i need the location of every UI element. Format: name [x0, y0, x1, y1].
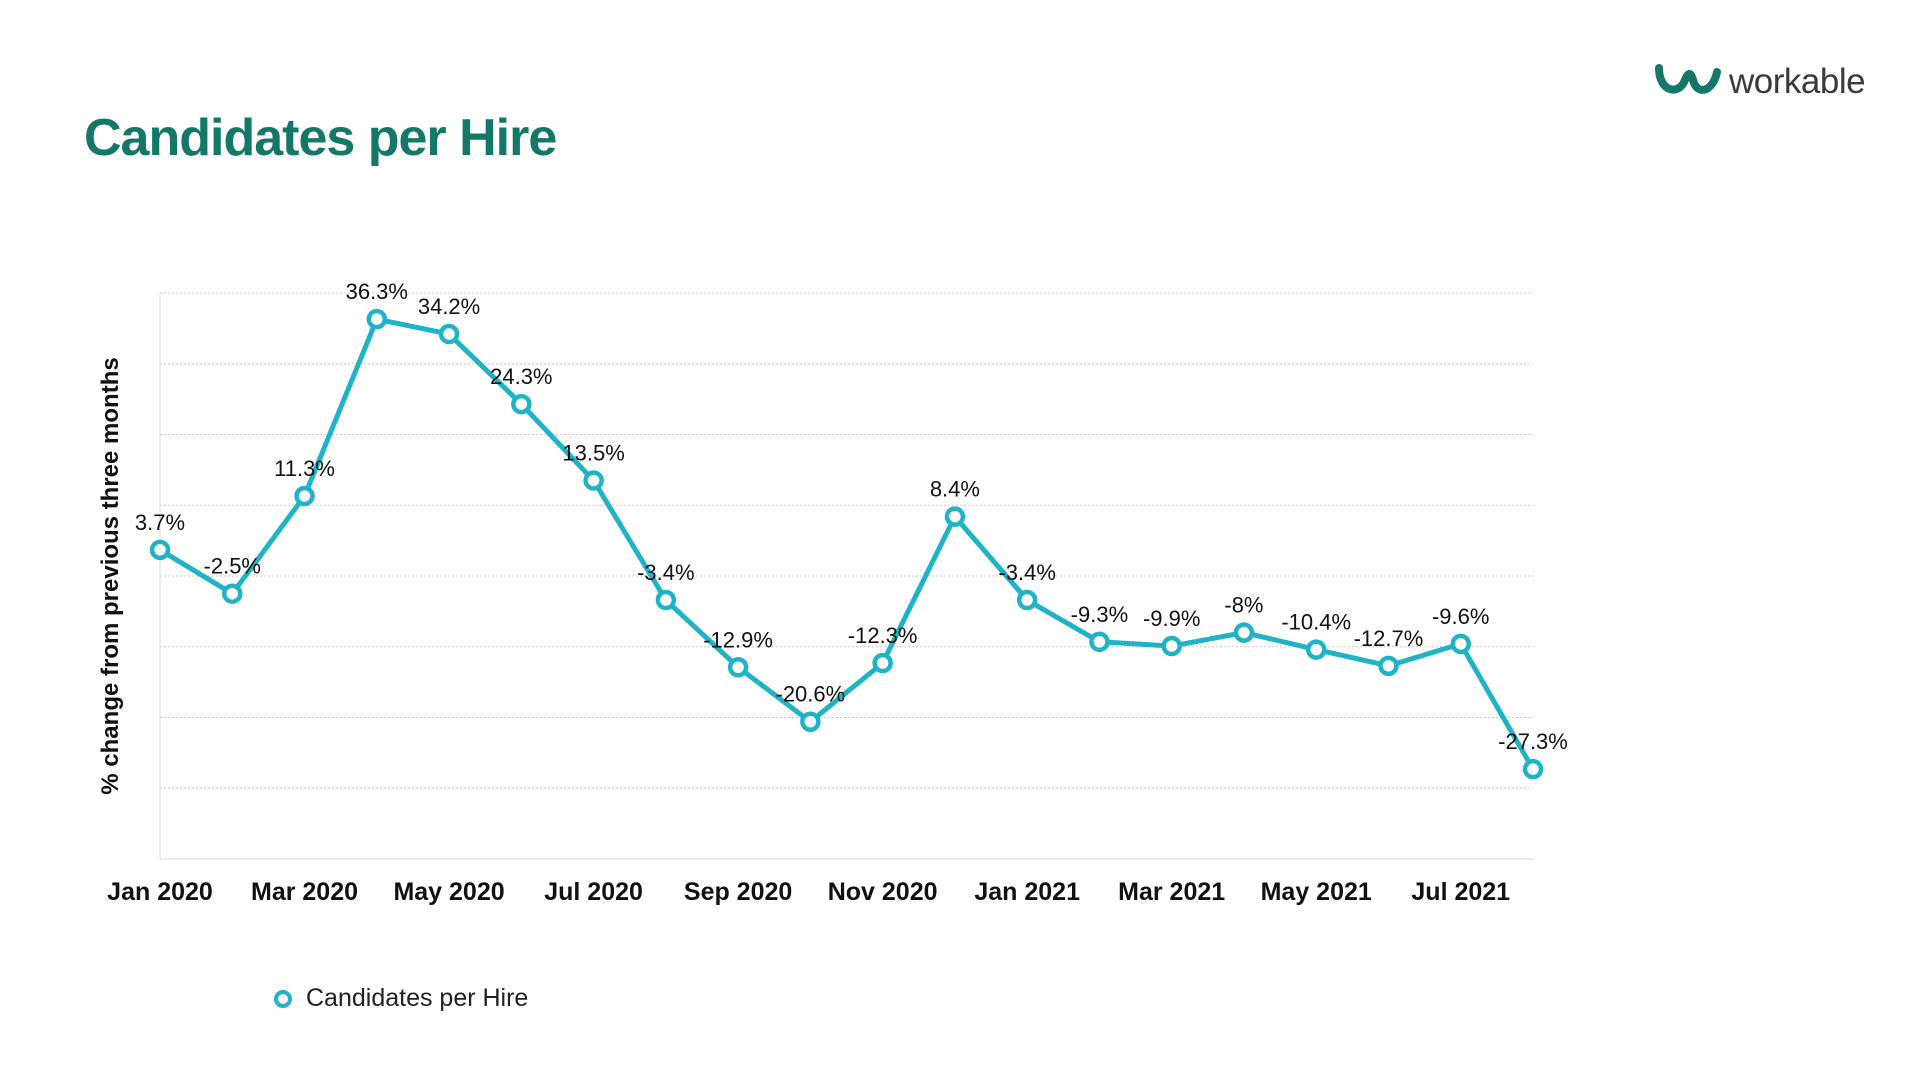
data-labels: 3.7%-2.5%11.3%36.3%34.2%24.3%13.5%-3.4%-… — [135, 279, 1568, 754]
data-label: -8% — [1224, 593, 1263, 618]
data-label: -9.6% — [1432, 604, 1489, 629]
legend: Candidates per Hire — [272, 984, 528, 1013]
data-label: 13.5% — [562, 440, 624, 465]
x-tick-label: Jul 2021 — [1411, 878, 1510, 906]
y-axis-title: % change from previous three months — [97, 357, 124, 794]
x-tick-label: Mar 2021 — [1118, 878, 1225, 906]
data-label: 36.3% — [346, 279, 408, 304]
x-tick-label: Jul 2020 — [544, 878, 643, 906]
data-label: -12.3% — [848, 623, 918, 648]
data-point — [1089, 631, 1110, 653]
data-label: 11.3% — [274, 456, 335, 481]
data-point — [1522, 758, 1544, 780]
data-label: -10.4% — [1281, 610, 1351, 635]
series-candidates-per-hire — [149, 308, 1544, 780]
data-label: 3.7% — [135, 510, 185, 535]
x-tick-label: Jan 2020 — [107, 878, 213, 906]
data-point — [511, 393, 532, 415]
workable-logo-text: workable — [1729, 62, 1866, 101]
data-point — [800, 711, 821, 732]
x-tick-label: May 2020 — [393, 878, 504, 906]
data-point — [438, 323, 460, 345]
data-point — [1161, 635, 1182, 657]
data-point — [294, 485, 315, 507]
data-label: -20.6% — [776, 682, 846, 707]
data-point — [1450, 633, 1471, 655]
x-tick-label: Sep 2020 — [684, 878, 792, 906]
data-point — [1016, 589, 1038, 611]
legend-label: Candidates per Hire — [306, 984, 529, 1012]
data-point — [1378, 655, 1399, 677]
page-title: Candidates per Hire — [84, 109, 557, 167]
workable-logo-icon — [1655, 64, 1721, 94]
x-tick-label: May 2021 — [1261, 878, 1372, 906]
data-label: 24.3% — [490, 364, 552, 389]
series-line — [158, 316, 1536, 771]
data-point — [872, 652, 893, 674]
data-label: -12.7% — [1354, 626, 1424, 651]
x-tick-label: Nov 2020 — [828, 878, 938, 906]
data-point — [583, 470, 604, 491]
grid-lines — [160, 292, 1533, 789]
data-label: -12.9% — [703, 627, 773, 652]
data-point — [944, 506, 966, 527]
x-tick-label: Mar 2020 — [251, 878, 358, 906]
data-label: 8.4% — [930, 477, 980, 502]
data-point — [1233, 622, 1255, 643]
workable-logo: workable — [1655, 62, 1866, 102]
data-label: -9.3% — [1071, 602, 1128, 627]
data-label: -27.3% — [1498, 729, 1568, 754]
circle-marker-icon — [274, 989, 292, 1008]
data-point — [655, 589, 677, 611]
data-point — [727, 657, 749, 678]
data-point — [1305, 639, 1327, 660]
data-label: 34.2% — [418, 294, 480, 319]
data-label: -3.4% — [998, 560, 1055, 585]
data-point — [366, 308, 388, 330]
data-point — [149, 539, 171, 561]
x-tick-labels: Jan 2020 Mar 2020 May 2020 Jul 2020 Sep 2020… — [107, 878, 1510, 906]
data-label: -2.5% — [204, 554, 261, 579]
x-tick-label: Jan 2021 — [974, 878, 1080, 906]
data-point — [222, 583, 243, 604]
data-label: -3.4% — [637, 560, 694, 585]
data-label: -9.9% — [1143, 606, 1200, 631]
